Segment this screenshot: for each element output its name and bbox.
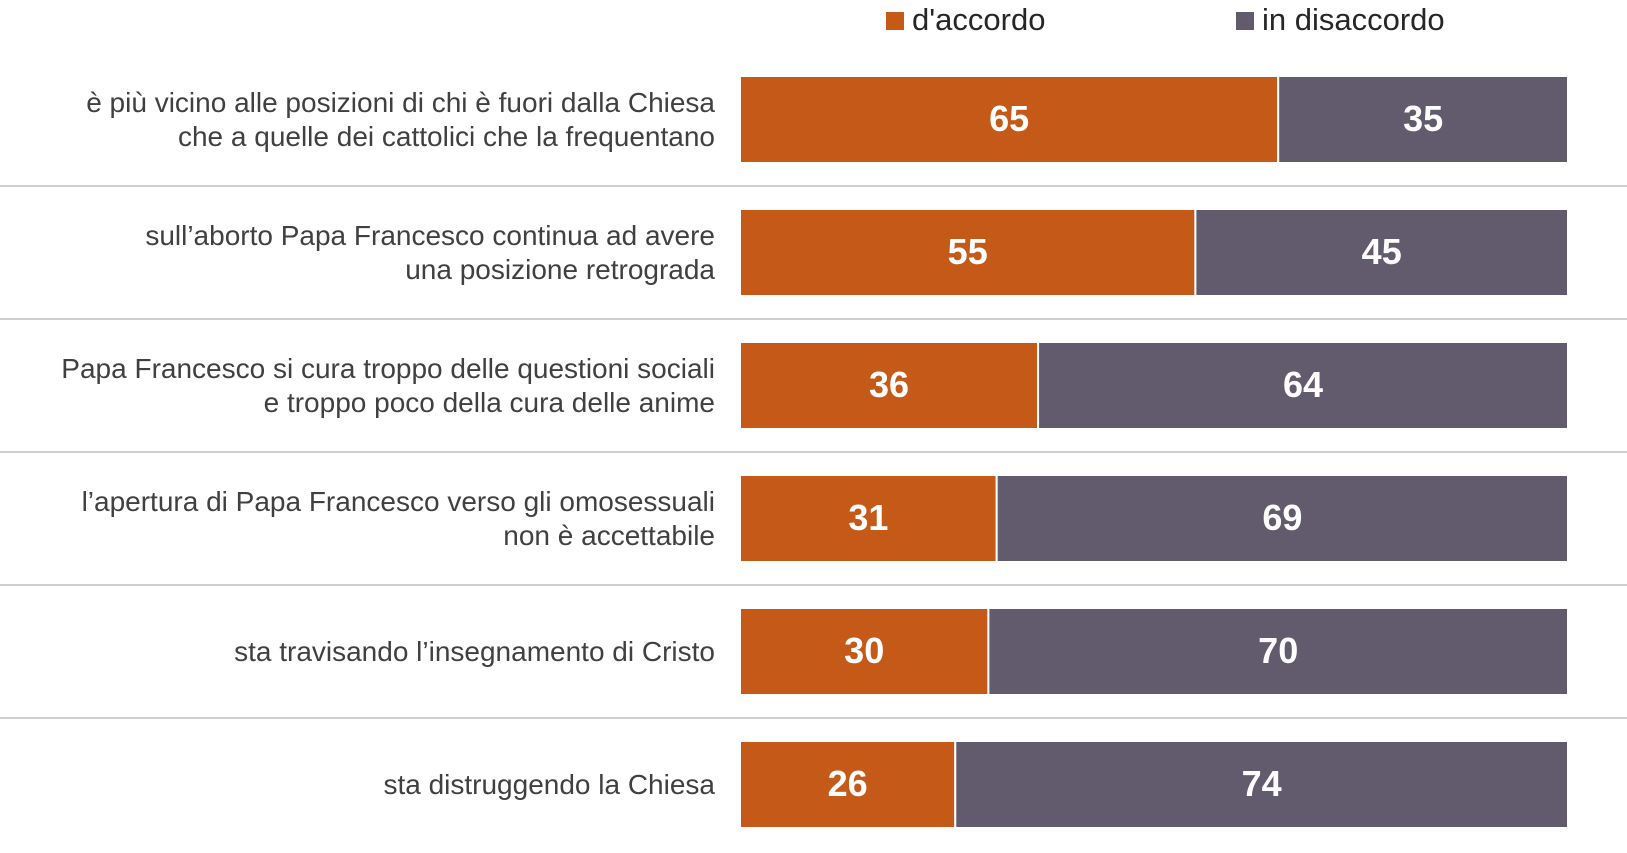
category-label: sta distruggendo la Chiesa bbox=[383, 768, 715, 800]
legend-swatch bbox=[1236, 12, 1254, 30]
value-label: 35 bbox=[1403, 98, 1443, 139]
value-label: 30 bbox=[844, 630, 884, 671]
value-label: 55 bbox=[948, 231, 988, 272]
bar-segment bbox=[1194, 208, 1570, 297]
bar-segment bbox=[987, 607, 1569, 696]
category-label: Papa Francesco si cura troppo delle ques… bbox=[61, 352, 715, 418]
category-label: sull’aborto Papa Francesco continua ad a… bbox=[145, 219, 715, 285]
category-label: sta travisando l’insegnamento di Cristo bbox=[234, 635, 715, 667]
bar-segment bbox=[954, 740, 1569, 829]
value-label: 36 bbox=[869, 364, 909, 405]
legend-label: in disaccordo bbox=[1262, 2, 1445, 37]
value-label: 26 bbox=[828, 763, 868, 804]
bar-segment bbox=[739, 607, 990, 696]
value-label: 31 bbox=[848, 497, 888, 538]
bar-segment bbox=[1277, 75, 1569, 164]
category-label: l’apertura di Papa Francesco verso gli o… bbox=[81, 485, 715, 551]
bar-segment bbox=[739, 740, 957, 829]
value-label: 70 bbox=[1258, 630, 1298, 671]
value-label: 69 bbox=[1262, 497, 1302, 538]
legend-label: d'accordo bbox=[912, 2, 1045, 37]
value-label: 64 bbox=[1283, 364, 1323, 405]
bar-segment bbox=[995, 474, 1569, 563]
bar-segment bbox=[739, 75, 1280, 164]
value-label: 65 bbox=[989, 98, 1029, 139]
legend-swatch bbox=[886, 12, 904, 30]
value-label: 45 bbox=[1362, 231, 1402, 272]
bar-segment bbox=[1037, 341, 1569, 430]
category-label: è più vicino alle posizioni di chi è fuo… bbox=[86, 86, 715, 152]
value-label: 74 bbox=[1242, 763, 1282, 804]
bar-segment bbox=[739, 208, 1197, 297]
